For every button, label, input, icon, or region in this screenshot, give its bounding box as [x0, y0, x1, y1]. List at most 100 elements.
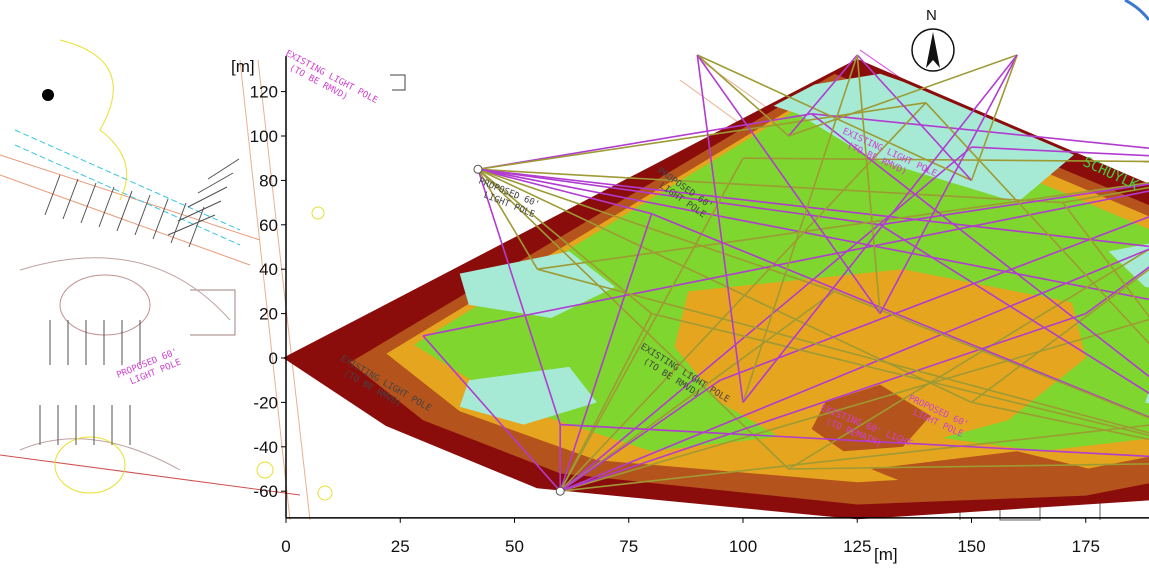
parking-stall-line: [134, 194, 151, 236]
beam-line: [788, 54, 858, 137]
beam-line: [696, 54, 972, 182]
cad-marker: [317, 485, 333, 501]
beam-line: [1085, 266, 1149, 315]
beam-line: [477, 168, 835, 293]
beam-line: [559, 312, 1087, 492]
beam-line: [559, 313, 653, 492]
north-arrow: N: [911, 7, 955, 72]
parking-stalls: [39, 158, 240, 445]
y-tick-label: 40: [259, 260, 278, 279]
beam-line: [477, 168, 1149, 301]
cad-stair: [390, 74, 406, 91]
cad-island: [59, 274, 151, 336]
north-label: N: [926, 7, 937, 24]
x-tick-label: 0: [281, 537, 290, 556]
beam-line: [560, 424, 1149, 492]
beam-line: [422, 335, 561, 492]
beam-line: [651, 212, 1149, 419]
beam-line: [477, 168, 653, 315]
cad-road-edge: [239, 59, 291, 521]
light-poles: [473, 164, 565, 496]
beam-line: [477, 168, 881, 226]
cad-marker: [256, 461, 274, 479]
zone-lowest: [459, 366, 597, 425]
parking-stall-line: [177, 200, 222, 222]
x-axis-unit: [m]: [874, 545, 898, 564]
y-tick-label: 100: [250, 127, 278, 146]
beam-line: [879, 183, 1149, 226]
beam-line: [811, 113, 1149, 378]
x-tick-label: 75: [619, 537, 638, 556]
beam-line: [477, 168, 1149, 248]
parking-stall-line: [197, 172, 234, 194]
beam-line: [879, 224, 1149, 395]
y-tick-label: 80: [259, 171, 278, 190]
cad-parking-bay: [190, 289, 236, 336]
beam-aiming-lines: [422, 54, 1149, 492]
beam-line: [971, 146, 1149, 157]
parking-stall-line: [207, 158, 240, 180]
parking-stall-line: [98, 186, 115, 228]
beam-line: [879, 54, 1018, 314]
light-pole-marker: [473, 164, 483, 174]
parking-stall-line: [116, 190, 133, 232]
cad-black-dot: [42, 89, 54, 101]
cad-road-edge: [0, 174, 251, 266]
zone-medium-center: [674, 269, 1086, 443]
axes: [285, 56, 1149, 519]
beam-line: [742, 54, 859, 403]
parking-stall-line: [187, 186, 228, 208]
cad-cyan-line: [14, 144, 241, 246]
light-pole-marker: [555, 486, 565, 496]
x-tick-label: 50: [505, 537, 524, 556]
x-tick-label: 150: [957, 537, 985, 556]
x-tick-label: 25: [391, 537, 410, 556]
beam-line: [696, 54, 790, 137]
y-tick-labels: 120 100 80 60 40 20 0 -20 -40 -60: [250, 83, 286, 501]
x-tick-label: 100: [729, 537, 757, 556]
cad-road-edge: [257, 59, 311, 521]
cad-parking-arc: [19, 438, 181, 471]
beam-line: [788, 463, 1149, 470]
cad-marker: [311, 206, 325, 220]
cad-island: [54, 436, 126, 494]
parking-stall-line: [62, 178, 79, 220]
beam-line: [559, 379, 721, 492]
beam-line: [422, 190, 1149, 337]
beam-line: [477, 168, 539, 270]
beam-line: [477, 168, 1063, 204]
cad-cyan-line: [14, 129, 241, 231]
cad-blue-corner: [1124, 0, 1149, 21]
drawing-note: PROPOSED 60'LIGHT POLE: [115, 347, 182, 387]
cad-yellow-curve: [59, 39, 128, 201]
x-tick-label: 125: [843, 537, 871, 556]
zone-high: [871, 451, 1109, 492]
beam-line: [1062, 186, 1149, 204]
beam-line: [788, 54, 1018, 137]
north-arrow-needle: [926, 32, 940, 68]
parking-stall-line: [80, 182, 97, 224]
beam-line: [971, 401, 1149, 441]
beam-line: [834, 290, 1149, 419]
y-tick-label: -20: [253, 393, 278, 412]
parking-stall-line: [152, 198, 169, 240]
beam-line: [856, 54, 973, 181]
beam-line: [1062, 202, 1149, 318]
cad-parking-arc: [19, 257, 231, 321]
beam-line: [559, 146, 973, 492]
beam-line: [559, 248, 1149, 492]
beam-line: [477, 168, 652, 215]
beam-line: [477, 169, 561, 425]
beam-line: [477, 113, 812, 171]
beam-line: [560, 423, 1149, 458]
beam-line: [856, 54, 881, 314]
beam-line: [559, 157, 744, 492]
y-tick-label: -40: [253, 438, 278, 457]
beam-line: [696, 54, 881, 315]
beam-line: [971, 268, 1149, 404]
beam-line: [559, 213, 653, 492]
field-outline: [283, 58, 1149, 520]
beam-line: [537, 181, 1149, 270]
beam-line: [742, 54, 1018, 403]
